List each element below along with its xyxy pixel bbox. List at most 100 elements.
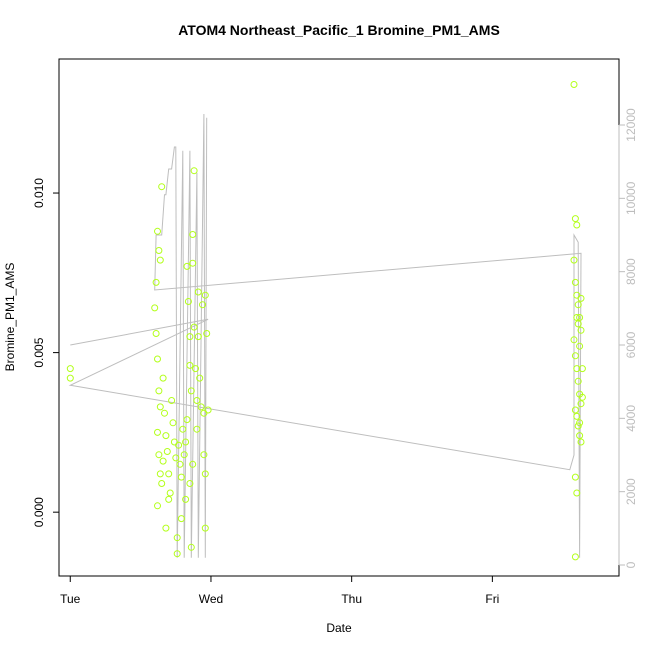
y-tick-label: 0.005 [32,337,46,367]
series-line-group [68,113,582,558]
data-point [184,298,192,305]
y2-tick-label: 10000 [624,181,638,215]
data-point [162,524,170,532]
data-point [576,419,584,427]
data-point [197,403,205,411]
data-point [570,81,578,88]
data-point [177,515,185,523]
data-point [182,495,190,503]
data-point [577,326,585,334]
x-axis-label: Date [326,621,352,635]
data-point [571,553,579,561]
data-point [201,291,209,299]
data-point [201,470,209,478]
data-point [577,294,585,302]
data-point [189,231,197,238]
data-point [571,215,579,223]
data-point [189,259,197,267]
data-point [578,365,586,373]
data-point [576,342,584,350]
data-point [186,333,194,341]
y2-tick-label: 0 [624,561,638,568]
data-point [200,451,208,459]
data-point [154,227,161,235]
data-point [189,460,197,468]
data-point [570,256,578,264]
x-tick-label: Tue [60,592,81,606]
data-point [162,432,170,440]
data-point [175,441,183,449]
data-point [194,333,202,341]
data-point [571,406,579,414]
data-point [158,183,166,191]
x-axis: Tue Wed Thu Fri [60,575,499,606]
data-point [151,304,159,312]
series-line [68,113,582,558]
data-point [155,247,163,254]
data-point [66,374,74,382]
y-axis-right: 0 2000 4000 6000 8000 10000 12000 [618,108,638,568]
data-point [152,278,160,286]
data-point [159,374,167,382]
data-point [573,412,581,420]
data-point [578,393,586,401]
data-point [173,550,181,558]
data-point [574,301,582,309]
data-point [156,256,164,264]
y-tick-label: 0.000 [32,497,46,527]
data-point [152,330,160,337]
data-point [193,397,201,404]
x-tick-label: Wed [199,592,223,606]
data-point [577,400,585,408]
data-point [182,438,190,446]
data-point [173,534,181,542]
data-point [193,425,201,433]
data-point [155,387,163,395]
data-point [187,387,195,395]
data-point [154,355,161,363]
y2-tick-label: 8000 [624,258,638,285]
data-point [156,470,164,478]
data-point [163,448,171,455]
data-point [571,473,579,481]
data-point [161,409,168,417]
data-point [573,489,581,497]
data-point [159,457,167,465]
data-point [172,454,180,462]
data-point [166,489,174,497]
data-point [156,403,164,411]
y-tick-label: 0.010 [32,178,46,208]
data-point [204,406,212,414]
data-point [183,262,191,270]
data-point [190,323,198,331]
data-point [574,377,582,385]
data-point [154,428,161,436]
data-point [187,543,195,551]
data-point [165,495,173,503]
data-point [186,480,194,487]
y-axis-label: Bromine_PM1_AMS [3,263,17,372]
data-point [574,422,582,430]
data-point [194,288,202,296]
x-tick-label: Fri [485,592,499,606]
y2-tick-label: 6000 [624,331,638,358]
data-point [573,221,581,229]
data-point [576,314,584,321]
series-points-group [66,81,586,561]
plot-frame [58,58,620,577]
data-point [177,473,185,481]
data-point [573,314,581,321]
data-point [158,480,166,487]
data-point [154,502,161,510]
data-point [169,419,177,427]
y2-tick-label: 4000 [624,405,638,432]
y2-tick-label: 12000 [624,108,638,142]
x-tick-label: Thu [341,592,362,606]
y2-tick-label: 2000 [624,478,638,505]
data-point [199,301,206,309]
data-point [190,167,198,175]
chart-title: ATOM4 Northeast_Pacific_1 Bromine_PM1_AM… [178,22,500,38]
data-point [571,278,579,286]
data-point [168,397,176,404]
